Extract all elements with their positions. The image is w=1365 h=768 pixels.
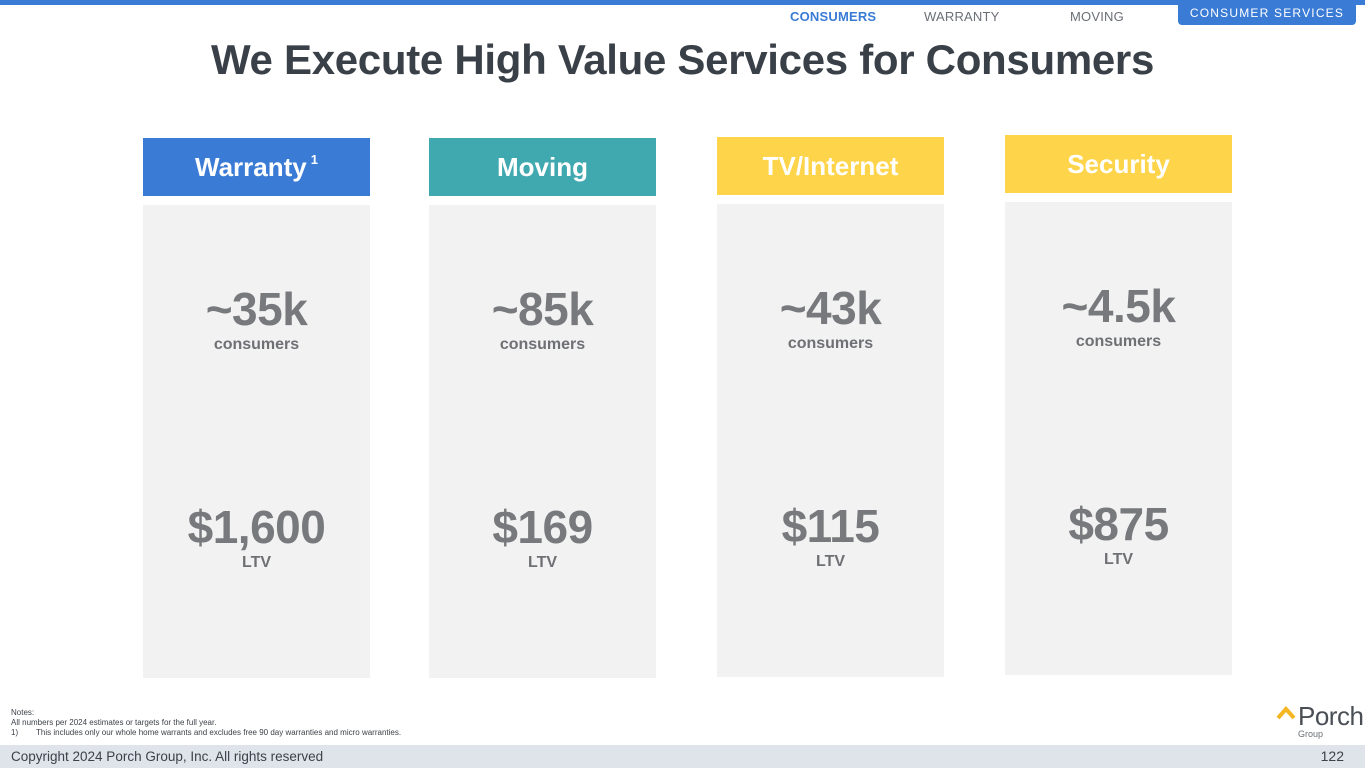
consumers-label-warranty: consumers [213,336,300,353]
consumers-value-tv-internet: ~43k [779,282,882,334]
page-title: We Execute High Value Services for Consu… [210,36,1155,83]
card-header-security: Security [1005,135,1232,193]
card-title-security: Security [1067,148,1170,179]
ltv-label-security: LTV [1103,551,1134,568]
footnote-1: 1) This includes only our whole home warr… [11,728,401,738]
ltv-label-moving: LTV [527,554,558,571]
consumers-value-warranty: ~35k [205,283,308,335]
page-number: 122 [1320,748,1344,764]
footnote-number: 1) [11,728,19,737]
ltv-label-tv-internet: LTV [815,553,846,570]
ltv-value-tv-internet: $115 [781,500,880,552]
ltv-value-warranty: $1,600 [187,501,326,553]
consumers-label-tv-internet: consumers [787,335,874,352]
footer-bar: Copyright 2024 Porch Group, Inc. All rig… [0,745,1365,768]
nav-tab-consumers[interactable]: CONSUMERS [790,9,877,24]
card-body-security [1005,202,1232,675]
consumers-value-security: ~4.5k [1061,280,1176,332]
card-body-tv-internet [717,204,944,677]
consumers-value-moving: ~85k [491,283,594,335]
consumers-label-security: consumers [1075,333,1162,350]
card-body-warranty [143,205,370,678]
ltv-label-warranty: LTV [241,554,272,571]
logo-subtitle: Group [1298,729,1324,739]
card-header-moving: Moving [429,138,656,196]
porch-roof-icon [1276,706,1296,720]
card-header-tv-internet: TV/Internet [717,137,944,195]
card-body-moving [429,205,656,678]
card-title-warranty: Warranty [195,151,307,182]
section-badge[interactable]: CONSUMER SERVICES [1178,0,1356,25]
notes-heading: Notes: [11,708,35,717]
footnotes: Notes: All numbers per 2024 estimates or… [11,708,401,738]
consumers-label-moving: consumers [499,336,586,353]
nav-tab-warranty[interactable]: WARRANTY [924,9,1000,24]
ltv-value-security: $875 [1068,498,1169,550]
copyright-text: Copyright 2024 Porch Group, Inc. All rig… [11,749,324,764]
card-title-moving: Moving [497,151,588,182]
footnote-marker: 1 [310,151,318,167]
footnote-text: This includes only our whole home warran… [36,728,402,737]
logo-wordmark: Porch [1298,701,1364,731]
card-header-warranty: Warranty 1 [143,138,370,196]
nav-tab-moving[interactable]: MOVING [1070,9,1124,24]
ltv-value-moving: $169 [492,501,593,553]
top-accent-bar [0,0,1365,5]
notes-line: All numbers per 2024 estimates or target… [11,718,217,727]
roof-shape [1276,706,1296,720]
porch-group-logo: Porch Group [1276,701,1364,742]
card-title-tv-internet: TV/Internet [762,150,899,181]
